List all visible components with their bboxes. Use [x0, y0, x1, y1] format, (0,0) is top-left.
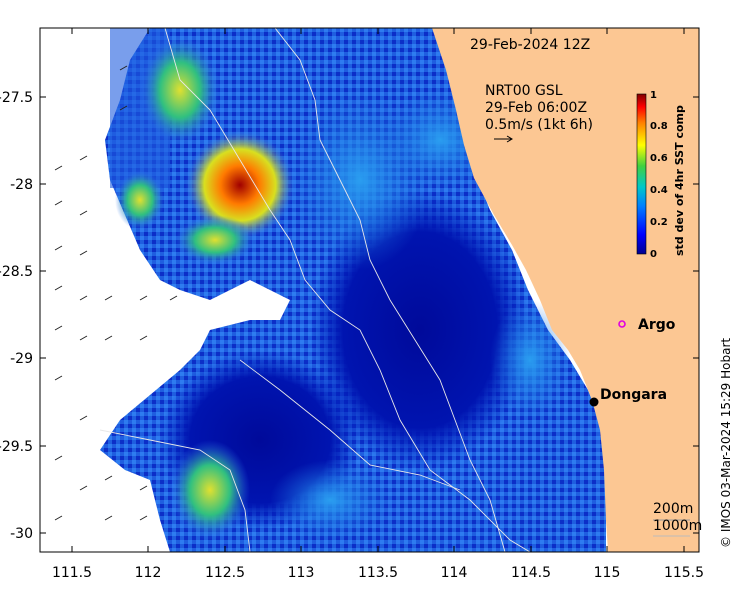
colorbar-title: std dev of 4hr SST comp: [673, 105, 686, 256]
colorbar-tick-label: 0.8: [650, 121, 668, 132]
contour-legend-1000m: 1000m: [653, 518, 702, 534]
x-tick-label: 112.5: [205, 565, 245, 581]
credit-text: © IMOS 03-Mar-2024 15:29 Hobart: [719, 337, 733, 548]
date-label: 29-Feb-2024 12Z: [470, 37, 590, 53]
land-mass: [432, 28, 699, 552]
y-axis: -27.5 -28 -28.5 -29 -29.5 -30: [0, 90, 699, 542]
colorbar-tick-label: 0.2: [650, 217, 668, 228]
current-scale-arrow: [494, 135, 513, 143]
argo-label[interactable]: Argo: [638, 317, 676, 333]
y-tick-label: -28: [10, 177, 33, 193]
colorbar-gradient: [636, 93, 647, 255]
current-time-label: 29-Feb 06:00Z: [485, 100, 587, 116]
y-tick-label: -29.5: [0, 439, 33, 455]
x-tick-label: 111.5: [52, 565, 92, 581]
x-tick-label: 115.5: [664, 565, 704, 581]
dongara-label[interactable]: Dongara: [600, 387, 667, 403]
contour-legend-200m: 200m: [653, 501, 693, 517]
x-tick-label: 115: [594, 565, 621, 581]
colorbar-tick-label: 1: [650, 90, 657, 101]
current-source-label: NRT00 GSL: [485, 83, 563, 99]
current-scale-label: 0.5m/s (1kt 6h): [485, 117, 593, 133]
y-tick-label: -28.5: [0, 264, 33, 280]
colorbar-tick-label: 0.4: [650, 185, 668, 196]
y-tick-label: -27.5: [0, 90, 33, 106]
contour-1000m: [274, 28, 506, 552]
x-tick-label: 112: [135, 565, 162, 581]
y-tick-label: -30: [10, 526, 33, 542]
x-tick-label: 114.5: [511, 565, 551, 581]
y-tick-label: -29: [10, 351, 33, 367]
x-tick-label: 114: [441, 565, 468, 581]
argo-marker[interactable]: [618, 320, 626, 328]
contour-200m: [164, 28, 531, 552]
plot-area: [40, 28, 699, 552]
dongara-marker[interactable]: [589, 397, 599, 407]
current-vectors: [54, 65, 178, 521]
x-tick-label: 113: [288, 565, 315, 581]
x-tick-label: 113.5: [358, 565, 398, 581]
colorbar-tick-label: 0: [650, 249, 657, 260]
x-axis: 111.5 112 112.5 113 113.5 114 114.5 115 …: [52, 28, 704, 581]
colorbar-tick-label: 0.6: [650, 153, 668, 164]
colorbar: 0 0.2 0.4 0.6 0.8 1 std dev of 4hr SST c…: [636, 90, 686, 260]
plot-frame: [39, 27, 700, 553]
